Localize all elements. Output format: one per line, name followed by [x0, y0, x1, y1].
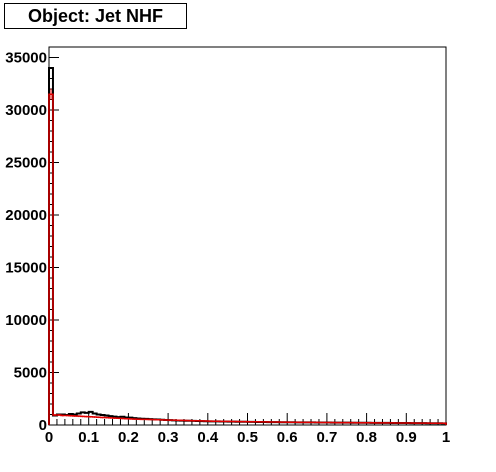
y-tick-label: 15000	[5, 260, 47, 277]
x-axis: 0 0.1 0.2 0.3 0.4 0.5 0.6 0.7 0.8 0.9 1	[45, 413, 450, 446]
series-layer	[48, 67, 447, 425]
x-tick-label: 0.8	[356, 429, 377, 446]
y-tick-label: 35000	[5, 50, 47, 67]
x-tick-label: 0.5	[237, 429, 258, 446]
chart-title: Object: Jet NHF	[4, 3, 187, 29]
x-tick-label: 0.6	[277, 429, 298, 446]
y-tick-label: 10000	[5, 312, 47, 329]
x-tick-label: 1	[442, 429, 450, 446]
y-tick-label: 0	[39, 417, 47, 434]
x-tick-label: 0.9	[396, 429, 417, 446]
x-tick-label: 0.3	[158, 429, 179, 446]
plot-frame	[48, 46, 447, 426]
y-tick-label: 20000	[5, 207, 47, 224]
x-tick-label: 0	[45, 429, 53, 446]
y-tick-label: 30000	[5, 102, 47, 119]
y-tick-label: 5000	[14, 365, 47, 382]
y-axis: 0 5000 10000 15000 20000 25000 30000 35000	[5, 46, 59, 434]
y-tick-label: 25000	[5, 155, 47, 172]
x-tick-label: 0.4	[197, 429, 219, 446]
series-1-line	[48, 93, 447, 425]
x-tick-label: 0.7	[316, 429, 337, 446]
series-0-line	[48, 67, 447, 425]
x-tick-label: 0.1	[78, 429, 99, 446]
x-tick-label: 0.2	[118, 429, 139, 446]
